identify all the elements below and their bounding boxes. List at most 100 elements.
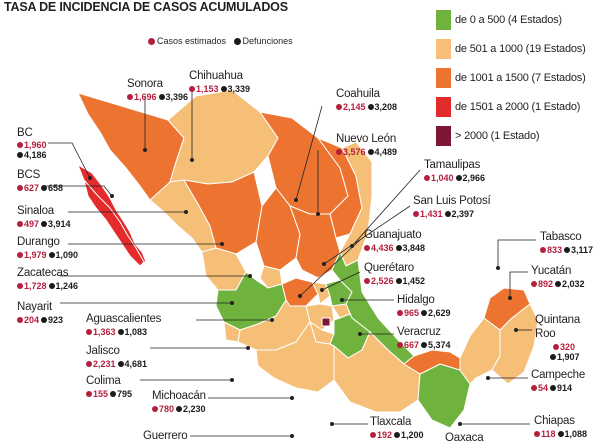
state-values: 965 2,629 xyxy=(397,308,451,318)
cases-value: 1,979 xyxy=(24,249,47,260)
state-label-jalisco: Jalisco 2,231 4,681 xyxy=(86,345,148,369)
cases-value: 1,960 xyxy=(24,139,47,150)
state-region-quintana-roo xyxy=(491,303,539,385)
deaths-dot-icon xyxy=(367,148,374,155)
deaths-dot-icon xyxy=(110,390,117,397)
state-name: Coahuila xyxy=(336,88,380,100)
leader-line xyxy=(509,271,528,298)
state-values: 497 3,914 xyxy=(17,218,71,229)
leader-end-dot xyxy=(320,288,324,292)
state-name: Chihuahua xyxy=(189,70,243,82)
deaths-dot-icon xyxy=(48,251,55,258)
state-values: 667 5,374 xyxy=(397,340,451,350)
leader-line xyxy=(497,239,536,268)
state-name: Nuevo León xyxy=(336,133,397,145)
state-region-bcs xyxy=(83,179,145,267)
cases-value: 892 xyxy=(538,278,554,289)
state-name: Durango xyxy=(17,236,60,248)
deaths-value: 1,452 xyxy=(402,275,426,286)
deaths-dot-icon xyxy=(394,431,401,438)
legend-label: de 0 a 500 (4 Estados) xyxy=(455,14,562,26)
state-values: 1,363 1,083 xyxy=(86,326,161,337)
state-label-chihuahua: Chihuahua 1,153 3,339 xyxy=(189,70,251,94)
cases-value: 4,436 xyxy=(371,242,394,253)
deaths-value: 4,489 xyxy=(374,146,398,157)
deaths-dot-icon xyxy=(444,210,451,217)
deaths-value: 3,848 xyxy=(402,242,426,253)
state-name: Nayarit xyxy=(17,301,53,313)
state-region-queretaro xyxy=(311,281,331,305)
state-name: San Luis Potosí xyxy=(413,195,491,207)
cases-value: 497 xyxy=(24,218,40,229)
state-name: Chiapas xyxy=(534,415,575,427)
state-name: Quintana Roo xyxy=(535,314,581,340)
cases-value: 204 xyxy=(24,314,40,325)
state-values: 833 3,117 xyxy=(540,245,593,255)
state-label-san-luis-potosi: San Luis Potosí 1,431 2,397 xyxy=(413,195,491,219)
leader-end-dot xyxy=(290,396,294,400)
leader-line xyxy=(299,239,361,297)
leader-end-dot xyxy=(190,158,194,162)
leader-end-dot xyxy=(340,298,344,302)
state-values: 1,431 2,397 xyxy=(413,209,491,219)
cases-value: 54 xyxy=(538,382,549,393)
state-values: 4,436 3,848 xyxy=(364,242,426,253)
deaths-dot-icon xyxy=(555,280,562,287)
leader-end-dot xyxy=(358,332,362,336)
leader-end-dot xyxy=(316,212,320,216)
leader-end-dot xyxy=(88,176,92,180)
deaths-dot-icon xyxy=(395,244,402,251)
legend-item: de 501 a 1000 (19 Estados) xyxy=(436,39,596,59)
leader-end-dot xyxy=(143,148,147,152)
deaths-dot-icon xyxy=(557,430,564,437)
state-name: Colima xyxy=(86,375,121,387)
cases-dot-icon xyxy=(127,93,133,100)
state-label-nayarit: Nayarit 204 923 xyxy=(17,301,63,325)
leader-end-dot xyxy=(230,301,234,305)
cases-dot-icon xyxy=(364,244,370,251)
state-label-bc: BC 1,960 4,186 xyxy=(17,127,47,160)
cases-dot-icon xyxy=(531,384,537,391)
state-values: 1,979 1,090 xyxy=(17,249,78,260)
cases-dot-icon xyxy=(148,37,155,45)
deaths-dot-icon xyxy=(421,309,428,316)
legend-label: de 501 a 1000 (19 Estados) xyxy=(455,43,586,55)
state-name: Oaxaca xyxy=(445,432,484,444)
leader-line xyxy=(321,271,361,291)
deaths-dot-icon xyxy=(395,277,402,284)
deaths-dot-icon xyxy=(233,37,241,45)
leader-end-dot xyxy=(294,198,298,202)
state-label-coahuila: Coahuila 2,145 3,208 xyxy=(336,88,397,112)
dot-key: Casos estimados Defunciones xyxy=(148,36,293,46)
state-name: Jalisco xyxy=(86,345,120,357)
state-values: 892 2,032 xyxy=(531,278,585,289)
state-label-zacatecas: Zacatecas 1,728 1,246 xyxy=(17,267,78,291)
cases-value: 1,040 xyxy=(431,172,454,183)
state-values: 627 658 xyxy=(17,183,63,193)
cases-value: 1,363 xyxy=(93,326,116,337)
deaths-value: 3,339 xyxy=(227,83,251,94)
legend-label: de 1501 a 2000 (1 Estado) xyxy=(455,101,581,113)
state-values: 118 1,088 xyxy=(534,428,588,439)
deaths-value: 2,032 xyxy=(562,278,585,289)
deaths-dot-icon xyxy=(564,246,571,253)
state-values: 155 795 xyxy=(86,389,132,399)
state-label-aguascalientes: Aguascalientes 1,363 1,083 xyxy=(86,313,161,337)
state-label-tamaulipas: Tamaulipas 1,040 2,966 xyxy=(424,159,485,183)
leader-end-dot xyxy=(508,296,512,300)
state-label-chiapas: Chiapas 118 1,088 xyxy=(534,415,588,439)
deaths-value: 3,396 xyxy=(165,91,189,102)
state-values: 2,145 3,208 xyxy=(336,102,397,112)
legend-swatch xyxy=(436,97,451,117)
state-name: Tlaxcala xyxy=(370,416,412,428)
deaths-value: 1,088 xyxy=(564,428,588,439)
state-label-sinaloa: Sinaloa 497 3,914 xyxy=(17,205,71,229)
state-label-tlaxcala: Tlaxcala 192 1,200 xyxy=(370,416,424,440)
state-name: Hidalgo xyxy=(397,294,435,306)
cases-dot-icon xyxy=(540,246,546,253)
state-label-yucatan: Yucatán 892 2,032 xyxy=(531,265,585,289)
deaths-value: 4,681 xyxy=(124,358,148,369)
state-label-queretaro: Querétaro 2,526 1,452 xyxy=(364,262,426,286)
leader-end-dot xyxy=(290,434,294,438)
deaths-dot-icon xyxy=(48,282,55,289)
